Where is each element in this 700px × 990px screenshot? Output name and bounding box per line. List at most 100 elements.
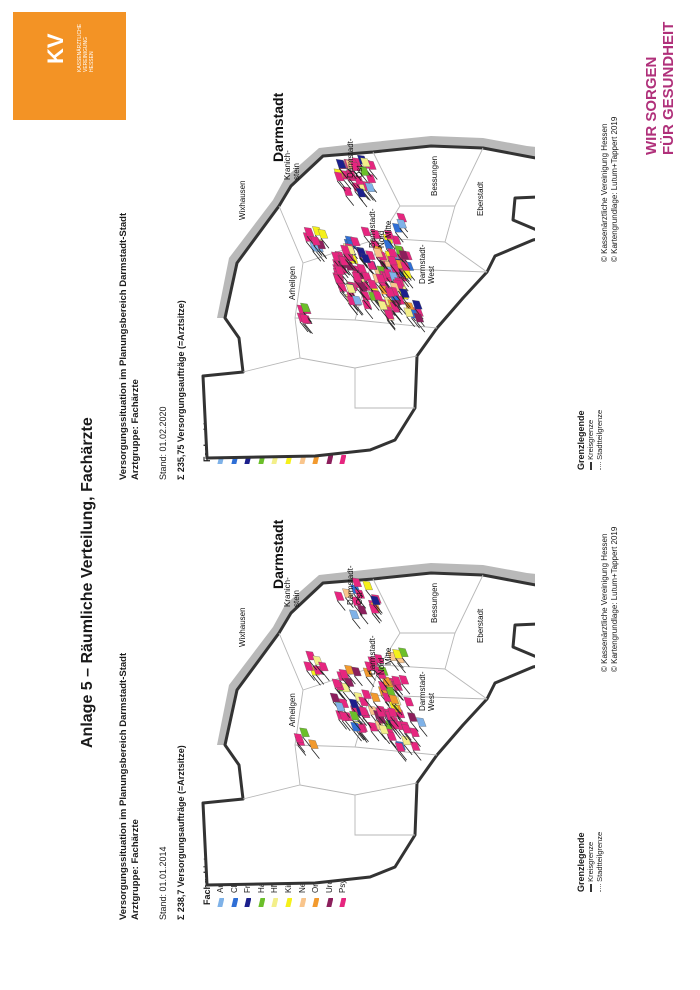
district-label-ost: Darmstadt-Ost — [346, 565, 364, 605]
flag-pole — [354, 586, 364, 597]
flag-pole — [297, 745, 307, 756]
border-legend-1: Grenzlegende Kreisgrenze Stadtteilgrenze — [576, 832, 604, 892]
flag-shape — [392, 649, 403, 659]
flag-icon — [285, 898, 292, 907]
flag-shape — [364, 661, 375, 671]
flag-shape — [351, 577, 362, 587]
flag-pole — [363, 299, 372, 311]
district-label-west: Darmstadt-West — [418, 244, 436, 284]
flag-shape — [384, 230, 395, 240]
flag-shape — [367, 279, 378, 289]
flag-shape — [329, 692, 341, 703]
flag-icon — [217, 898, 224, 907]
flag-pole — [302, 322, 312, 334]
stadt-label: Stadtteilgrenze — [595, 831, 604, 882]
district-label-line: West — [427, 265, 436, 284]
kreis-label: Kreisgrenze — [586, 419, 595, 460]
doctor-flag-icon — [378, 724, 391, 745]
flag-pole — [305, 241, 315, 252]
flag-shape — [335, 159, 347, 169]
flag-pole — [403, 270, 412, 281]
flag-shape — [350, 236, 361, 247]
district-label-line: stein — [292, 590, 301, 607]
district-label-kranichstein: Kranich-stein — [283, 150, 301, 180]
map-shadow — [217, 136, 535, 318]
doctor-flag-icon — [293, 733, 306, 753]
flag-pole — [306, 670, 315, 681]
flag-shape — [415, 717, 427, 727]
flag-shape — [331, 678, 343, 688]
flag-pole — [352, 170, 362, 182]
flag-pole — [400, 276, 410, 288]
kreisgrenze-outline — [201, 571, 535, 887]
flag-pole — [321, 670, 330, 682]
flag-pole — [308, 659, 318, 671]
doctor-flag-icon — [386, 731, 398, 751]
flag-pole — [393, 312, 402, 323]
flag-icon — [231, 898, 238, 907]
flag-pole — [353, 593, 362, 604]
flag-shape — [342, 588, 353, 598]
doctor-flag-icon — [310, 235, 322, 256]
kreis-label: Kreisgrenze — [586, 841, 595, 882]
stadtteilgrenze-line — [278, 205, 304, 359]
stadtteilgrenze-line — [444, 668, 488, 700]
flag-shape — [300, 302, 311, 313]
doctor-flag-icon — [335, 159, 348, 179]
district-label-line: Darmstadt — [270, 519, 286, 589]
flag-pole — [316, 251, 325, 263]
flag-pole — [367, 670, 376, 681]
copyright-line-2: © Kartengrundlage: Lutum+Tappert 2019 — [610, 526, 619, 672]
flag-shape — [394, 742, 406, 752]
panel1-sum: Σ 238,7 Versorgungsaufträge (=Arztsitze) — [176, 745, 186, 920]
district-label-eberstadt: Eberstadt — [476, 608, 485, 643]
flag-pole — [379, 678, 388, 689]
flag-icon — [340, 898, 347, 907]
flag-pole — [351, 618, 361, 630]
flag-shape — [351, 666, 362, 677]
flag-shape — [386, 731, 397, 741]
doctor-flag-icon — [349, 609, 361, 630]
flag-icon — [326, 898, 333, 907]
flag-pole — [416, 321, 426, 333]
doctor-flag-icon — [344, 664, 356, 685]
flag-pole — [315, 664, 324, 676]
slogan-line-2: FÜR GESUNDHEIT — [660, 21, 677, 155]
flag-shape — [334, 591, 345, 601]
district-label-mitte: Mitte — [384, 220, 393, 238]
flag-pole — [394, 689, 404, 701]
flag-pole — [349, 304, 359, 316]
stadtteilgrenze-line — [242, 355, 418, 373]
flag-shape — [334, 171, 345, 182]
district-label-bessungen: Bessungen — [430, 156, 439, 196]
flag-shape — [303, 661, 314, 671]
doctor-flag-icon — [300, 302, 312, 323]
flag-pole — [397, 267, 407, 278]
flag-shape — [364, 182, 376, 192]
doctor-flag-icon — [387, 255, 399, 276]
flag-shape — [403, 696, 414, 707]
flag-shape — [350, 161, 361, 171]
flag-pole — [387, 719, 397, 731]
district-label-arheilgen: Arheilgen — [288, 693, 297, 727]
flag-pole — [373, 701, 382, 712]
doctor-flag-icon — [351, 577, 364, 597]
flag-pole — [386, 239, 396, 250]
flag-pole — [355, 287, 365, 299]
flag-pole — [365, 676, 375, 688]
flag-pole — [353, 605, 363, 616]
doctor-flag-icon — [299, 313, 312, 334]
doctor-flag-icon — [360, 253, 373, 274]
flag-pole — [341, 264, 351, 276]
flag-pole — [377, 729, 387, 740]
flag-pole — [347, 673, 356, 685]
doctor-flag-icon — [372, 247, 385, 268]
flag-shape — [407, 712, 418, 722]
flag-pole — [373, 238, 383, 249]
flag-pole — [365, 190, 374, 201]
district-label-line: stein — [292, 163, 301, 180]
flag-shape — [318, 661, 329, 672]
flag-pole — [336, 600, 346, 611]
flag-shape — [388, 694, 400, 704]
doctor-flag-icon — [399, 288, 411, 308]
